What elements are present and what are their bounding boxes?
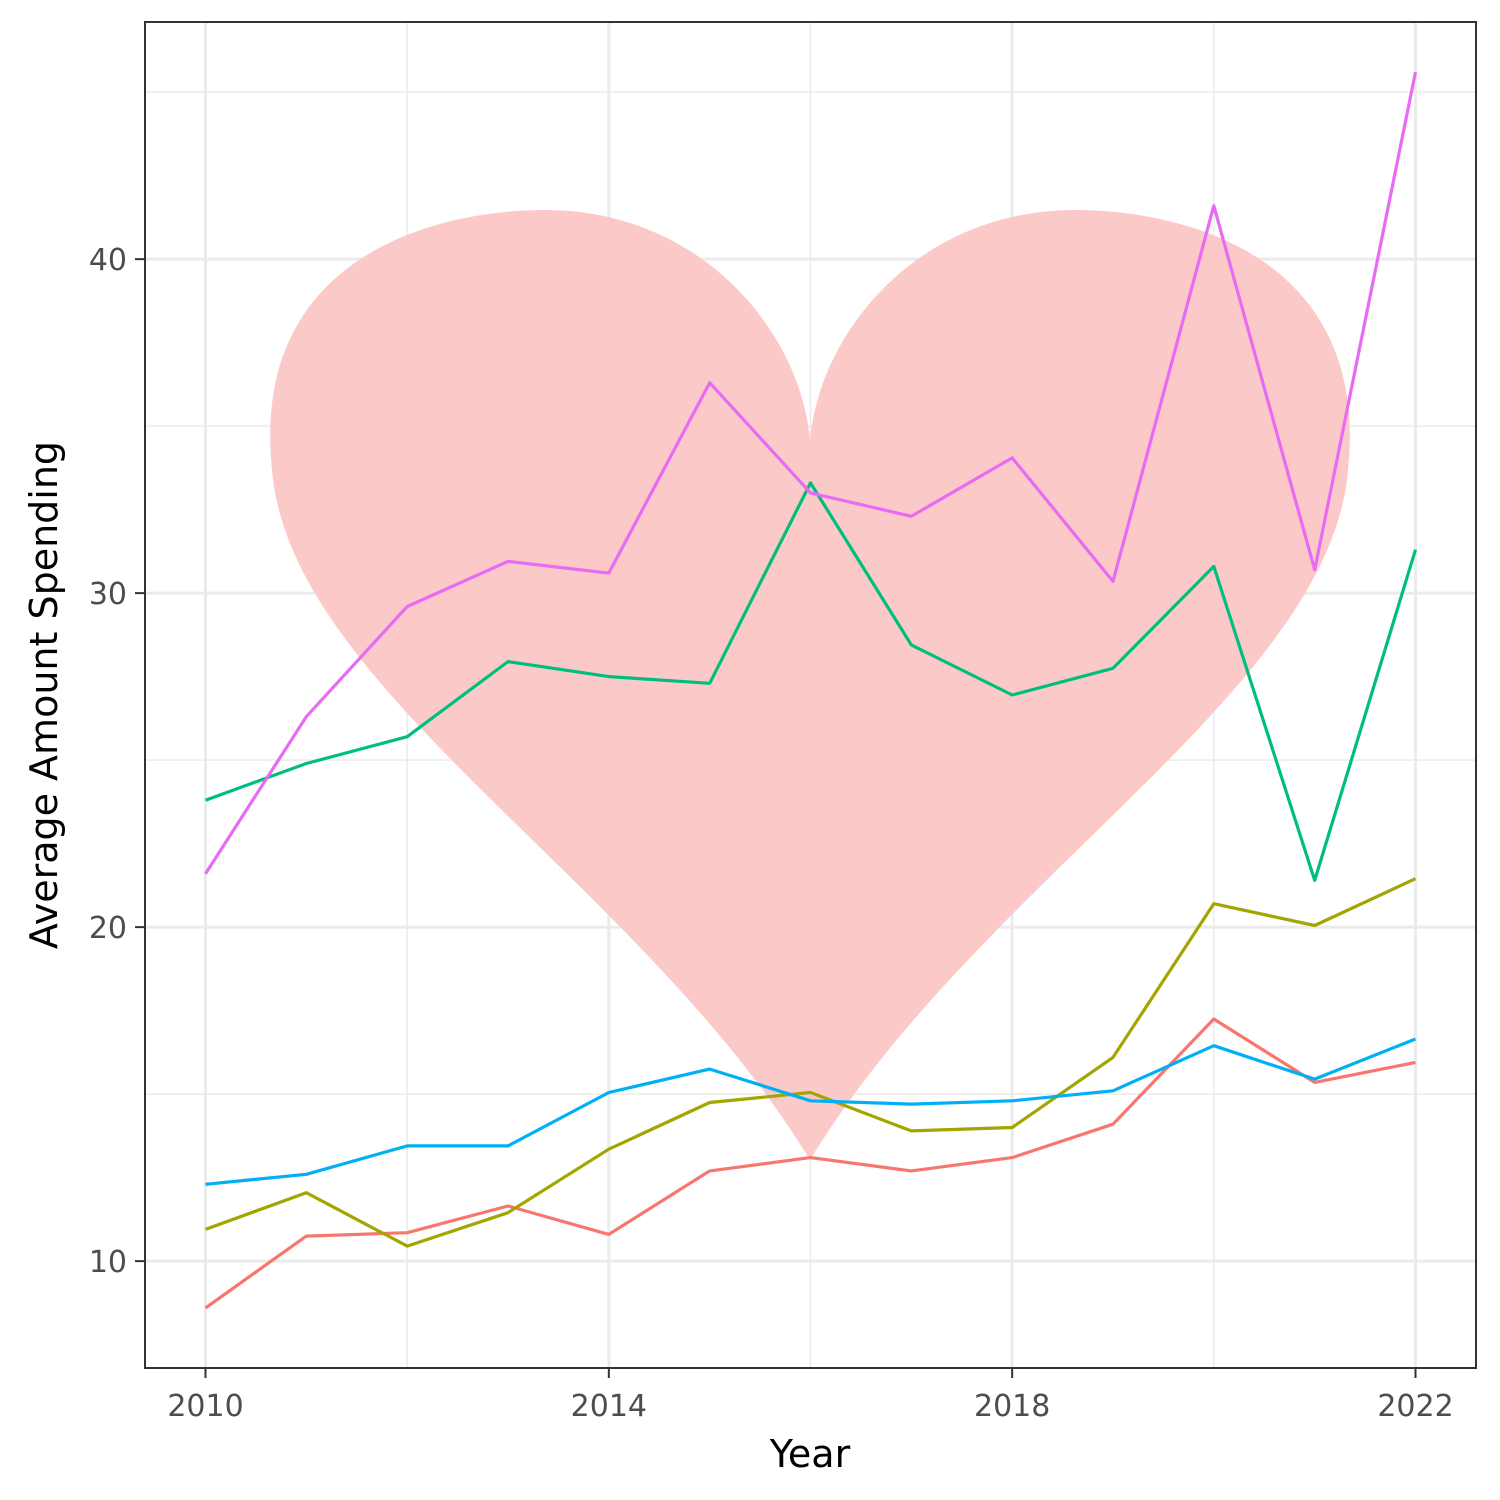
series-line-2 (204, 877, 1417, 1248)
x-tick-label: 2014 (571, 1389, 647, 1424)
series-line-4 (205, 1037, 1417, 1186)
x-axis: 2010 2014 2018 2022 (167, 1368, 1454, 1424)
series-lines (204, 71, 1418, 1310)
x-tick-label: 2018 (974, 1389, 1050, 1424)
panel-border (144, 21, 1477, 1369)
y-tick-label: 30 (89, 577, 127, 612)
y-tick-label: 40 (89, 243, 127, 278)
x-tick-label: 2022 (1377, 1389, 1453, 1424)
x-tick-label: 2010 (167, 1389, 243, 1424)
x-axis-title: Year (769, 1432, 851, 1476)
y-tick-label: 10 (89, 1245, 127, 1280)
series-line-5 (204, 71, 1418, 875)
y-tick-label: 20 (89, 911, 127, 946)
series-line-3 (204, 481, 1418, 883)
y-axis: 10 20 30 40 (89, 243, 145, 1280)
y-axis-title: Average Amount Spending (22, 441, 66, 949)
series-line-1 (204, 1017, 1416, 1310)
heart-shape (270, 210, 1350, 1160)
